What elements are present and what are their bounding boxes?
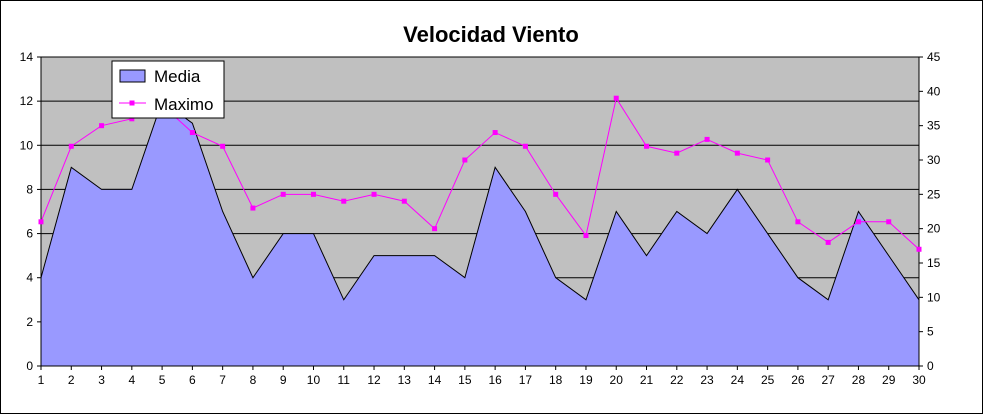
maximo-marker	[68, 143, 74, 149]
x-tick-label: 7	[219, 373, 226, 387]
x-tick-label: 5	[159, 373, 166, 387]
y-left-tick-label: 0	[26, 359, 33, 373]
legend-media-swatch	[119, 69, 146, 83]
y-left-tick-label: 4	[26, 271, 33, 285]
maximo-marker	[492, 130, 498, 136]
maximo-marker	[220, 143, 226, 149]
maximo-marker	[129, 116, 135, 122]
x-tick-label: 26	[791, 373, 805, 387]
x-tick-label: 27	[821, 373, 835, 387]
y-left-tick-label: 14	[20, 50, 34, 64]
legend-media-label: Media	[154, 67, 201, 86]
maximo-marker	[825, 239, 831, 245]
x-tick-label: 15	[458, 373, 472, 387]
y-right-tick-label: 25	[927, 187, 941, 201]
x-tick-label: 13	[398, 373, 412, 387]
legend-maximo-label: Maximo	[154, 95, 214, 114]
maximo-marker	[250, 205, 256, 211]
x-tick-label: 9	[280, 373, 287, 387]
y-right-tick-label: 20	[927, 222, 941, 236]
y-left-tick-label: 12	[20, 94, 34, 108]
x-tick-label: 14	[428, 373, 442, 387]
x-tick-label: 2	[68, 373, 75, 387]
x-tick-label: 3	[98, 373, 105, 387]
maximo-marker	[522, 143, 528, 149]
maximo-marker	[280, 191, 286, 197]
maximo-line	[40, 96, 920, 250]
x-tick-label: 30	[912, 373, 926, 387]
maximo-marker	[886, 219, 892, 225]
legend: Media Maximo	[111, 60, 225, 119]
maximo-marker	[432, 226, 438, 232]
maximo-line-series	[38, 95, 922, 252]
y-right-tick-label: 10	[927, 290, 941, 304]
maximo-marker	[674, 150, 680, 156]
chart-title: Velocidad Viento	[403, 22, 579, 47]
maximo-marker	[462, 157, 468, 163]
maximo-marker	[401, 198, 407, 204]
x-tick-label: 18	[549, 373, 563, 387]
x-tick-label: 20	[610, 373, 624, 387]
y-right-tick-label: 15	[927, 256, 941, 270]
maximo-marker	[189, 130, 195, 136]
x-tick-label: 1	[38, 373, 45, 387]
y-left-tick-label: 8	[26, 182, 33, 196]
maximo-marker	[734, 150, 740, 156]
maximo-marker	[310, 191, 316, 197]
maximo-marker	[99, 123, 105, 129]
x-tick-label: 11	[338, 373, 351, 387]
maximo-marker	[795, 219, 801, 225]
maximo-marker	[704, 136, 710, 142]
maximo-marker	[341, 198, 347, 204]
x-tick-label: 25	[761, 373, 775, 387]
x-tick-label: 4	[128, 373, 135, 387]
y-right-tick-label: 0	[927, 359, 934, 373]
x-tick-label: 24	[731, 373, 745, 387]
maximo-marker	[916, 246, 922, 252]
x-tick-label: 8	[250, 373, 257, 387]
y-left-tick-label: 2	[26, 315, 33, 329]
x-tick-label: 6	[189, 373, 196, 387]
x-tick-label: 28	[852, 373, 866, 387]
media-area-series	[40, 100, 920, 367]
y-right-tick-label: 5	[927, 325, 934, 339]
x-tick-label: 21	[640, 373, 654, 387]
y-right-tick-label: 35	[927, 119, 941, 133]
y-left-tick-label: 10	[20, 138, 34, 152]
y-right-tick-label: 45	[927, 50, 941, 64]
maximo-marker	[371, 191, 377, 197]
media-area-outline	[40, 100, 920, 301]
maximo-marker	[855, 219, 861, 225]
legend-maximo-marker	[129, 100, 135, 106]
x-tick-label: 22	[670, 373, 684, 387]
x-tick-label: 12	[367, 373, 381, 387]
maximo-marker	[613, 95, 619, 101]
maximo-marker	[644, 143, 650, 149]
x-tick-label: 10	[307, 373, 321, 387]
maximo-marker	[38, 219, 44, 225]
media-area	[41, 101, 919, 367]
x-tick-label: 19	[579, 373, 593, 387]
maximo-marker	[765, 157, 771, 163]
maximo-marker	[583, 233, 589, 239]
maximo-marker	[553, 191, 559, 197]
x-tick-label: 29	[882, 373, 896, 387]
y-right-tick-label: 40	[927, 84, 941, 98]
y-left-tick-label: 6	[26, 227, 33, 241]
y-right-tick-label: 30	[927, 153, 941, 167]
x-tick-label: 23	[700, 373, 714, 387]
x-tick-label: 17	[519, 373, 533, 387]
x-tick-label: 16	[488, 373, 502, 387]
